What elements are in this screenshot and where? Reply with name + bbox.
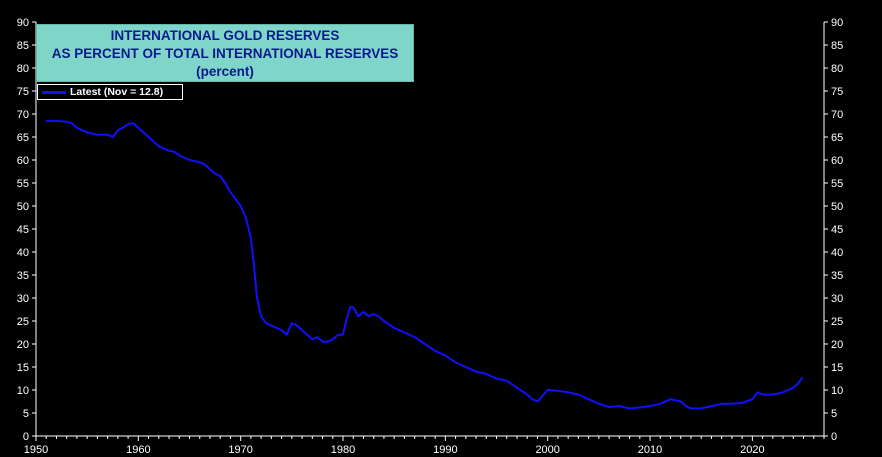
y-tick-label-right: 60 — [831, 155, 843, 167]
x-tick-label: 1980 — [331, 444, 355, 456]
gold-reserves-line — [46, 119, 804, 410]
legend-swatch — [42, 91, 66, 94]
x-tick-label: 1990 — [433, 444, 457, 456]
axes — [32, 21, 828, 441]
y-tick-label-left: 75 — [17, 86, 29, 98]
y-tick-label-left: 90 — [17, 17, 29, 29]
x-tick-label: 1960 — [126, 444, 150, 456]
y-tick-label-left: 40 — [17, 247, 29, 259]
y-tick-label-right: 25 — [831, 316, 843, 328]
x-tick-label: 1950 — [24, 444, 48, 456]
y-tick-label-left: 60 — [17, 155, 29, 167]
y-tick-label-left: 20 — [17, 339, 29, 351]
y-tick-label-right: 90 — [831, 17, 843, 29]
y-tick-label-right: 15 — [831, 362, 843, 374]
x-tick-label: 1970 — [228, 444, 252, 456]
y-tick-label-left: 30 — [17, 293, 29, 305]
y-tick-label-right: 70 — [831, 109, 843, 121]
y-tick-label-left: 15 — [17, 362, 29, 374]
y-tick-label-left: 70 — [17, 109, 29, 121]
y-tick-label-right: 75 — [831, 86, 843, 98]
y-tick-label-left: 10 — [17, 385, 29, 397]
y-tick-label-left: 0 — [23, 431, 29, 443]
legend-label: Latest (Nov = 12.8) — [70, 86, 164, 98]
y-tick-label-left: 55 — [17, 178, 29, 190]
x-tick-label: 2000 — [535, 444, 559, 456]
y-tick-label-left: 50 — [17, 201, 29, 213]
y-tick-label-right: 65 — [831, 132, 843, 144]
y-tick-label-right: 80 — [831, 63, 843, 75]
y-tick-label-right: 20 — [831, 339, 843, 351]
y-tick-label-left: 65 — [17, 132, 29, 144]
y-tick-label-right: 40 — [831, 247, 843, 259]
y-tick-label-left: 25 — [17, 316, 29, 328]
y-tick-label-right: 30 — [831, 293, 843, 305]
y-tick-label-right: 10 — [831, 385, 843, 397]
y-tick-label-right: 45 — [831, 224, 843, 236]
y-tick-label-right: 5 — [831, 408, 837, 420]
y-tick-label-right: 0 — [831, 431, 837, 443]
y-tick-label-left: 5 — [23, 408, 29, 420]
chart-title-box: INTERNATIONAL GOLD RESERVES AS PERCENT O… — [36, 24, 414, 82]
y-tick-label-left: 35 — [17, 270, 29, 282]
chart-title-line-1: INTERNATIONAL GOLD RESERVES — [110, 28, 340, 43]
x-tick-label: 2010 — [638, 444, 662, 456]
chart-title-line-3: (percent) — [196, 64, 254, 79]
y-tick-label-right: 55 — [831, 178, 843, 190]
y-tick-label-right: 50 — [831, 201, 843, 213]
y-tick-label-left: 85 — [17, 40, 29, 52]
y-tick-label-left: 45 — [17, 224, 29, 236]
y-tick-label-right: 35 — [831, 270, 843, 282]
y-tick-label-left: 80 — [17, 63, 29, 75]
chart-title-line-2: AS PERCENT OF TOTAL INTERNATIONAL RESERV… — [51, 46, 399, 61]
x-tick-label: 2020 — [740, 444, 764, 456]
y-tick-label-right: 85 — [831, 40, 843, 52]
legend: Latest (Nov = 12.8) — [37, 84, 183, 100]
